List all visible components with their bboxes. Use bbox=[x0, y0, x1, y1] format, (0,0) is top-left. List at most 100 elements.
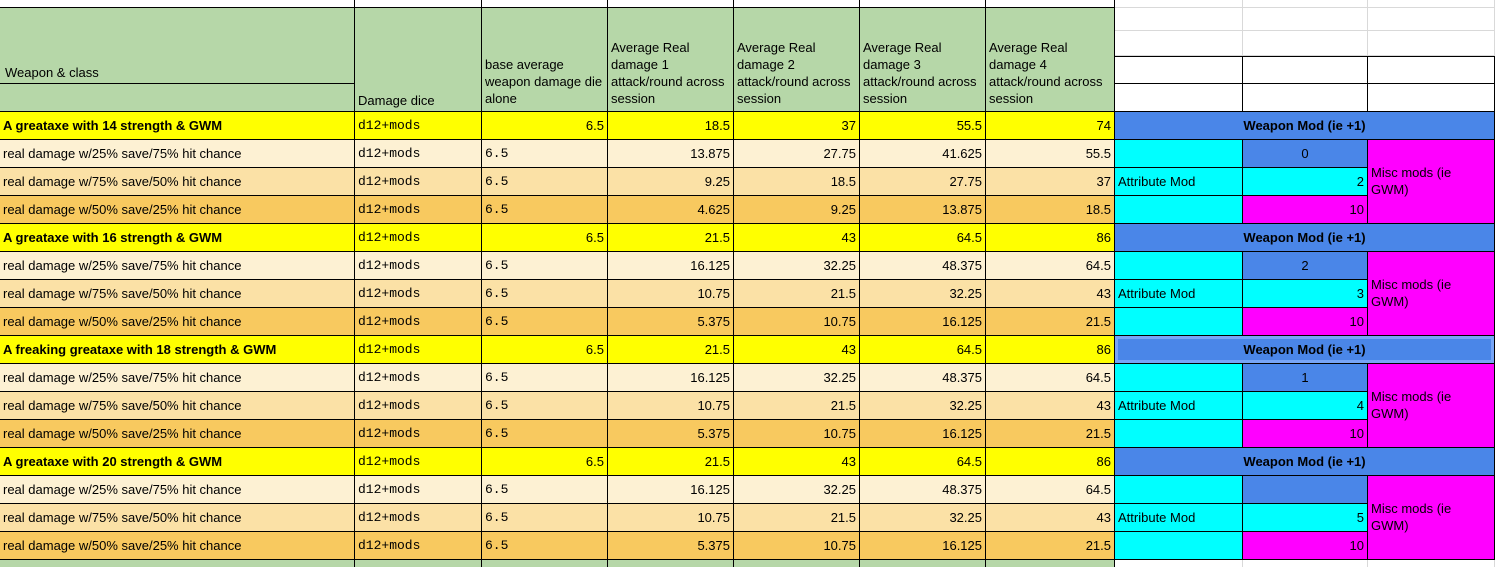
row-label-cell[interactable]: real damage w/50% save/25% hit chance bbox=[0, 420, 355, 448]
base-damage-cell[interactable]: 6.5 bbox=[482, 308, 608, 336]
row-label-cell[interactable]: real damage w/50% save/25% hit chance bbox=[0, 308, 355, 336]
avg-damage-cell[interactable]: 27.75 bbox=[734, 140, 860, 168]
avg-damage-cell[interactable]: 9.25 bbox=[734, 196, 860, 224]
group-title-cell[interactable]: A greataxe with 14 strength & GWM bbox=[0, 112, 355, 140]
avg-damage-cell[interactable]: 43 bbox=[986, 504, 1115, 532]
base-damage-cell[interactable]: 6.5 bbox=[482, 224, 608, 252]
base-damage-cell[interactable]: 6.5 bbox=[482, 336, 608, 364]
avg-damage-cell[interactable]: 43 bbox=[734, 336, 860, 364]
row-label-cell[interactable]: real damage w/75% save/50% hit chance bbox=[0, 392, 355, 420]
damage-dice-cell[interactable]: d12+mods bbox=[355, 140, 482, 168]
avg-damage-cell[interactable]: 32.25 bbox=[734, 476, 860, 504]
top-strip-cell[interactable] bbox=[0, 0, 355, 8]
top-strip-cell[interactable] bbox=[860, 0, 986, 8]
damage-dice-cell[interactable]: d12+mods bbox=[355, 532, 482, 560]
misc-mod-value-cell[interactable]: 10 bbox=[1243, 308, 1368, 336]
avg-damage-cell[interactable]: 16.125 bbox=[608, 476, 734, 504]
avg-damage-cell[interactable]: 18.5 bbox=[734, 168, 860, 196]
top-strip-cell[interactable] bbox=[355, 0, 482, 8]
avg-damage-cell[interactable]: 21.5 bbox=[734, 392, 860, 420]
empty-cell[interactable] bbox=[1243, 8, 1368, 31]
header-base-average[interactable]: base average weapon damage die alone bbox=[482, 8, 608, 112]
weapon-mod-value-cell[interactable] bbox=[1243, 476, 1368, 504]
bottom-strip-cell[interactable] bbox=[1243, 560, 1368, 567]
header-avg-damage-1[interactable]: Average Real damage 1 attack/round acros… bbox=[608, 8, 734, 112]
avg-damage-cell[interactable]: 43 bbox=[734, 448, 860, 476]
avg-damage-cell[interactable]: 64.5 bbox=[986, 364, 1115, 392]
row-label-cell[interactable]: real damage w/25% save/75% hit chance bbox=[0, 252, 355, 280]
empty-bordered-cell[interactable] bbox=[1115, 84, 1243, 112]
row-label-cell[interactable]: real damage w/25% save/75% hit chance bbox=[0, 476, 355, 504]
avg-damage-cell[interactable]: 27.75 bbox=[860, 168, 986, 196]
empty-bordered-cell[interactable] bbox=[1368, 56, 1495, 84]
avg-damage-cell[interactable]: 21.5 bbox=[986, 532, 1115, 560]
base-damage-cell[interactable]: 6.5 bbox=[482, 532, 608, 560]
base-damage-cell[interactable]: 6.5 bbox=[482, 112, 608, 140]
avg-damage-cell[interactable]: 10.75 bbox=[734, 532, 860, 560]
empty-cell[interactable] bbox=[1368, 31, 1495, 56]
avg-damage-cell[interactable]: 86 bbox=[986, 448, 1115, 476]
empty-bordered-cell[interactable] bbox=[1243, 56, 1368, 84]
misc-mod-value-cell[interactable]: 10 bbox=[1243, 196, 1368, 224]
attribute-mod-label-cell[interactable]: Attribute Mod bbox=[1115, 392, 1243, 420]
bottom-strip-cell[interactable] bbox=[734, 560, 860, 567]
misc-mods-label-cell[interactable]: Misc mods (ie GWM) bbox=[1368, 140, 1495, 224]
damage-dice-cell[interactable]: d12+mods bbox=[355, 392, 482, 420]
avg-damage-cell[interactable]: 18.5 bbox=[986, 196, 1115, 224]
avg-damage-cell[interactable]: 16.125 bbox=[608, 364, 734, 392]
avg-damage-cell[interactable]: 9.25 bbox=[608, 168, 734, 196]
avg-damage-cell[interactable]: 37 bbox=[734, 112, 860, 140]
weapon-mod-value-cell[interactable]: 1 bbox=[1243, 364, 1368, 392]
damage-dice-cell[interactable]: d12+mods bbox=[355, 280, 482, 308]
avg-damage-cell[interactable]: 41.625 bbox=[860, 140, 986, 168]
attribute-mod-spacer-cell[interactable] bbox=[1115, 140, 1243, 168]
avg-damage-cell[interactable]: 21.5 bbox=[986, 420, 1115, 448]
avg-damage-cell[interactable]: 10.75 bbox=[734, 420, 860, 448]
top-strip-cell[interactable] bbox=[1368, 0, 1495, 8]
header-avg-damage-3[interactable]: Average Real damage 3 attack/round acros… bbox=[860, 8, 986, 112]
avg-damage-cell[interactable]: 16.125 bbox=[608, 252, 734, 280]
damage-dice-cell[interactable]: d12+mods bbox=[355, 476, 482, 504]
empty-bordered-cell[interactable] bbox=[1115, 56, 1243, 84]
row-label-cell[interactable]: real damage w/75% save/50% hit chance bbox=[0, 280, 355, 308]
base-damage-cell[interactable]: 6.5 bbox=[482, 140, 608, 168]
base-damage-cell[interactable]: 6.5 bbox=[482, 420, 608, 448]
attribute-mod-label-cell[interactable]: Attribute Mod bbox=[1115, 168, 1243, 196]
avg-damage-cell[interactable]: 43 bbox=[986, 392, 1115, 420]
attribute-mod-spacer-cell[interactable] bbox=[1115, 308, 1243, 336]
avg-damage-cell[interactable]: 13.875 bbox=[608, 140, 734, 168]
avg-damage-cell[interactable]: 16.125 bbox=[860, 420, 986, 448]
avg-damage-cell[interactable]: 74 bbox=[986, 112, 1115, 140]
row-label-cell[interactable]: real damage w/75% save/50% hit chance bbox=[0, 168, 355, 196]
avg-damage-cell[interactable]: 32.25 bbox=[860, 504, 986, 532]
bottom-strip-cell[interactable] bbox=[608, 560, 734, 567]
misc-mods-label-cell[interactable]: Misc mods (ie GWM) bbox=[1368, 252, 1495, 336]
bottom-strip-cell[interactable] bbox=[1115, 560, 1243, 567]
avg-damage-cell[interactable]: 86 bbox=[986, 224, 1115, 252]
empty-cell[interactable] bbox=[1243, 31, 1368, 56]
avg-damage-cell[interactable]: 21.5 bbox=[608, 448, 734, 476]
avg-damage-cell[interactable]: 16.125 bbox=[860, 308, 986, 336]
empty-cell[interactable] bbox=[1368, 8, 1495, 31]
damage-dice-cell[interactable]: d12+mods bbox=[355, 420, 482, 448]
bottom-strip-cell[interactable] bbox=[986, 560, 1115, 567]
top-strip-cell[interactable] bbox=[482, 0, 608, 8]
base-damage-cell[interactable]: 6.5 bbox=[482, 196, 608, 224]
misc-mod-value-cell[interactable]: 10 bbox=[1243, 532, 1368, 560]
row-label-cell[interactable]: real damage w/50% save/25% hit chance bbox=[0, 532, 355, 560]
base-damage-cell[interactable]: 6.5 bbox=[482, 448, 608, 476]
damage-dice-cell[interactable]: d12+mods bbox=[355, 448, 482, 476]
top-strip-cell[interactable] bbox=[1243, 0, 1368, 8]
avg-damage-cell[interactable]: 13.875 bbox=[860, 196, 986, 224]
avg-damage-cell[interactable]: 10.75 bbox=[734, 308, 860, 336]
avg-damage-cell[interactable]: 64.5 bbox=[860, 336, 986, 364]
avg-damage-cell[interactable]: 10.75 bbox=[608, 392, 734, 420]
attribute-mod-value-cell[interactable]: 4 bbox=[1243, 392, 1368, 420]
empty-cell[interactable] bbox=[1115, 31, 1243, 56]
avg-damage-cell[interactable]: 21.5 bbox=[986, 308, 1115, 336]
damage-dice-cell[interactable]: d12+mods bbox=[355, 168, 482, 196]
avg-damage-cell[interactable]: 64.5 bbox=[860, 224, 986, 252]
weapon-mod-value-cell[interactable]: 2 bbox=[1243, 252, 1368, 280]
avg-damage-cell[interactable]: 64.5 bbox=[986, 476, 1115, 504]
top-strip-cell[interactable] bbox=[608, 0, 734, 8]
